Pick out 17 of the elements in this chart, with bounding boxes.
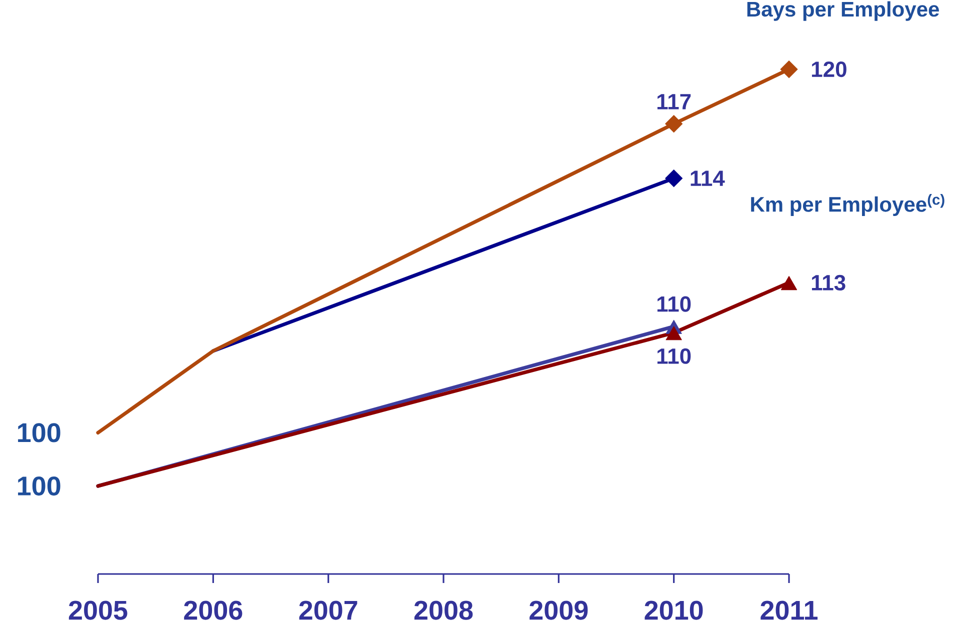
data-label: 114 <box>690 170 725 186</box>
text: Km per Employee$^{(c)}$ <box>751 194 944 216</box>
data-label: 110 <box>657 348 691 364</box>
x-tick-label: 2008 <box>414 600 473 620</box>
x-tick-label: 2009 <box>530 600 588 620</box>
x-tick-label: 2005 <box>68 600 128 620</box>
text: Bays per Employee <box>747 1 939 21</box>
data-label: 117 <box>657 94 691 110</box>
x-tick-label: 2010 <box>644 600 703 620</box>
annotation: 100 <box>18 423 60 442</box>
data-label: 120 <box>812 61 846 78</box>
x-tick-label: 2011 <box>760 600 818 620</box>
data-label: 113 <box>812 274 846 291</box>
annotation: 100 <box>18 476 60 496</box>
data-label: 110 <box>657 296 691 312</box>
x-tick-label: 2007 <box>299 600 358 620</box>
x-tick-label: 2006 <box>184 600 242 620</box>
